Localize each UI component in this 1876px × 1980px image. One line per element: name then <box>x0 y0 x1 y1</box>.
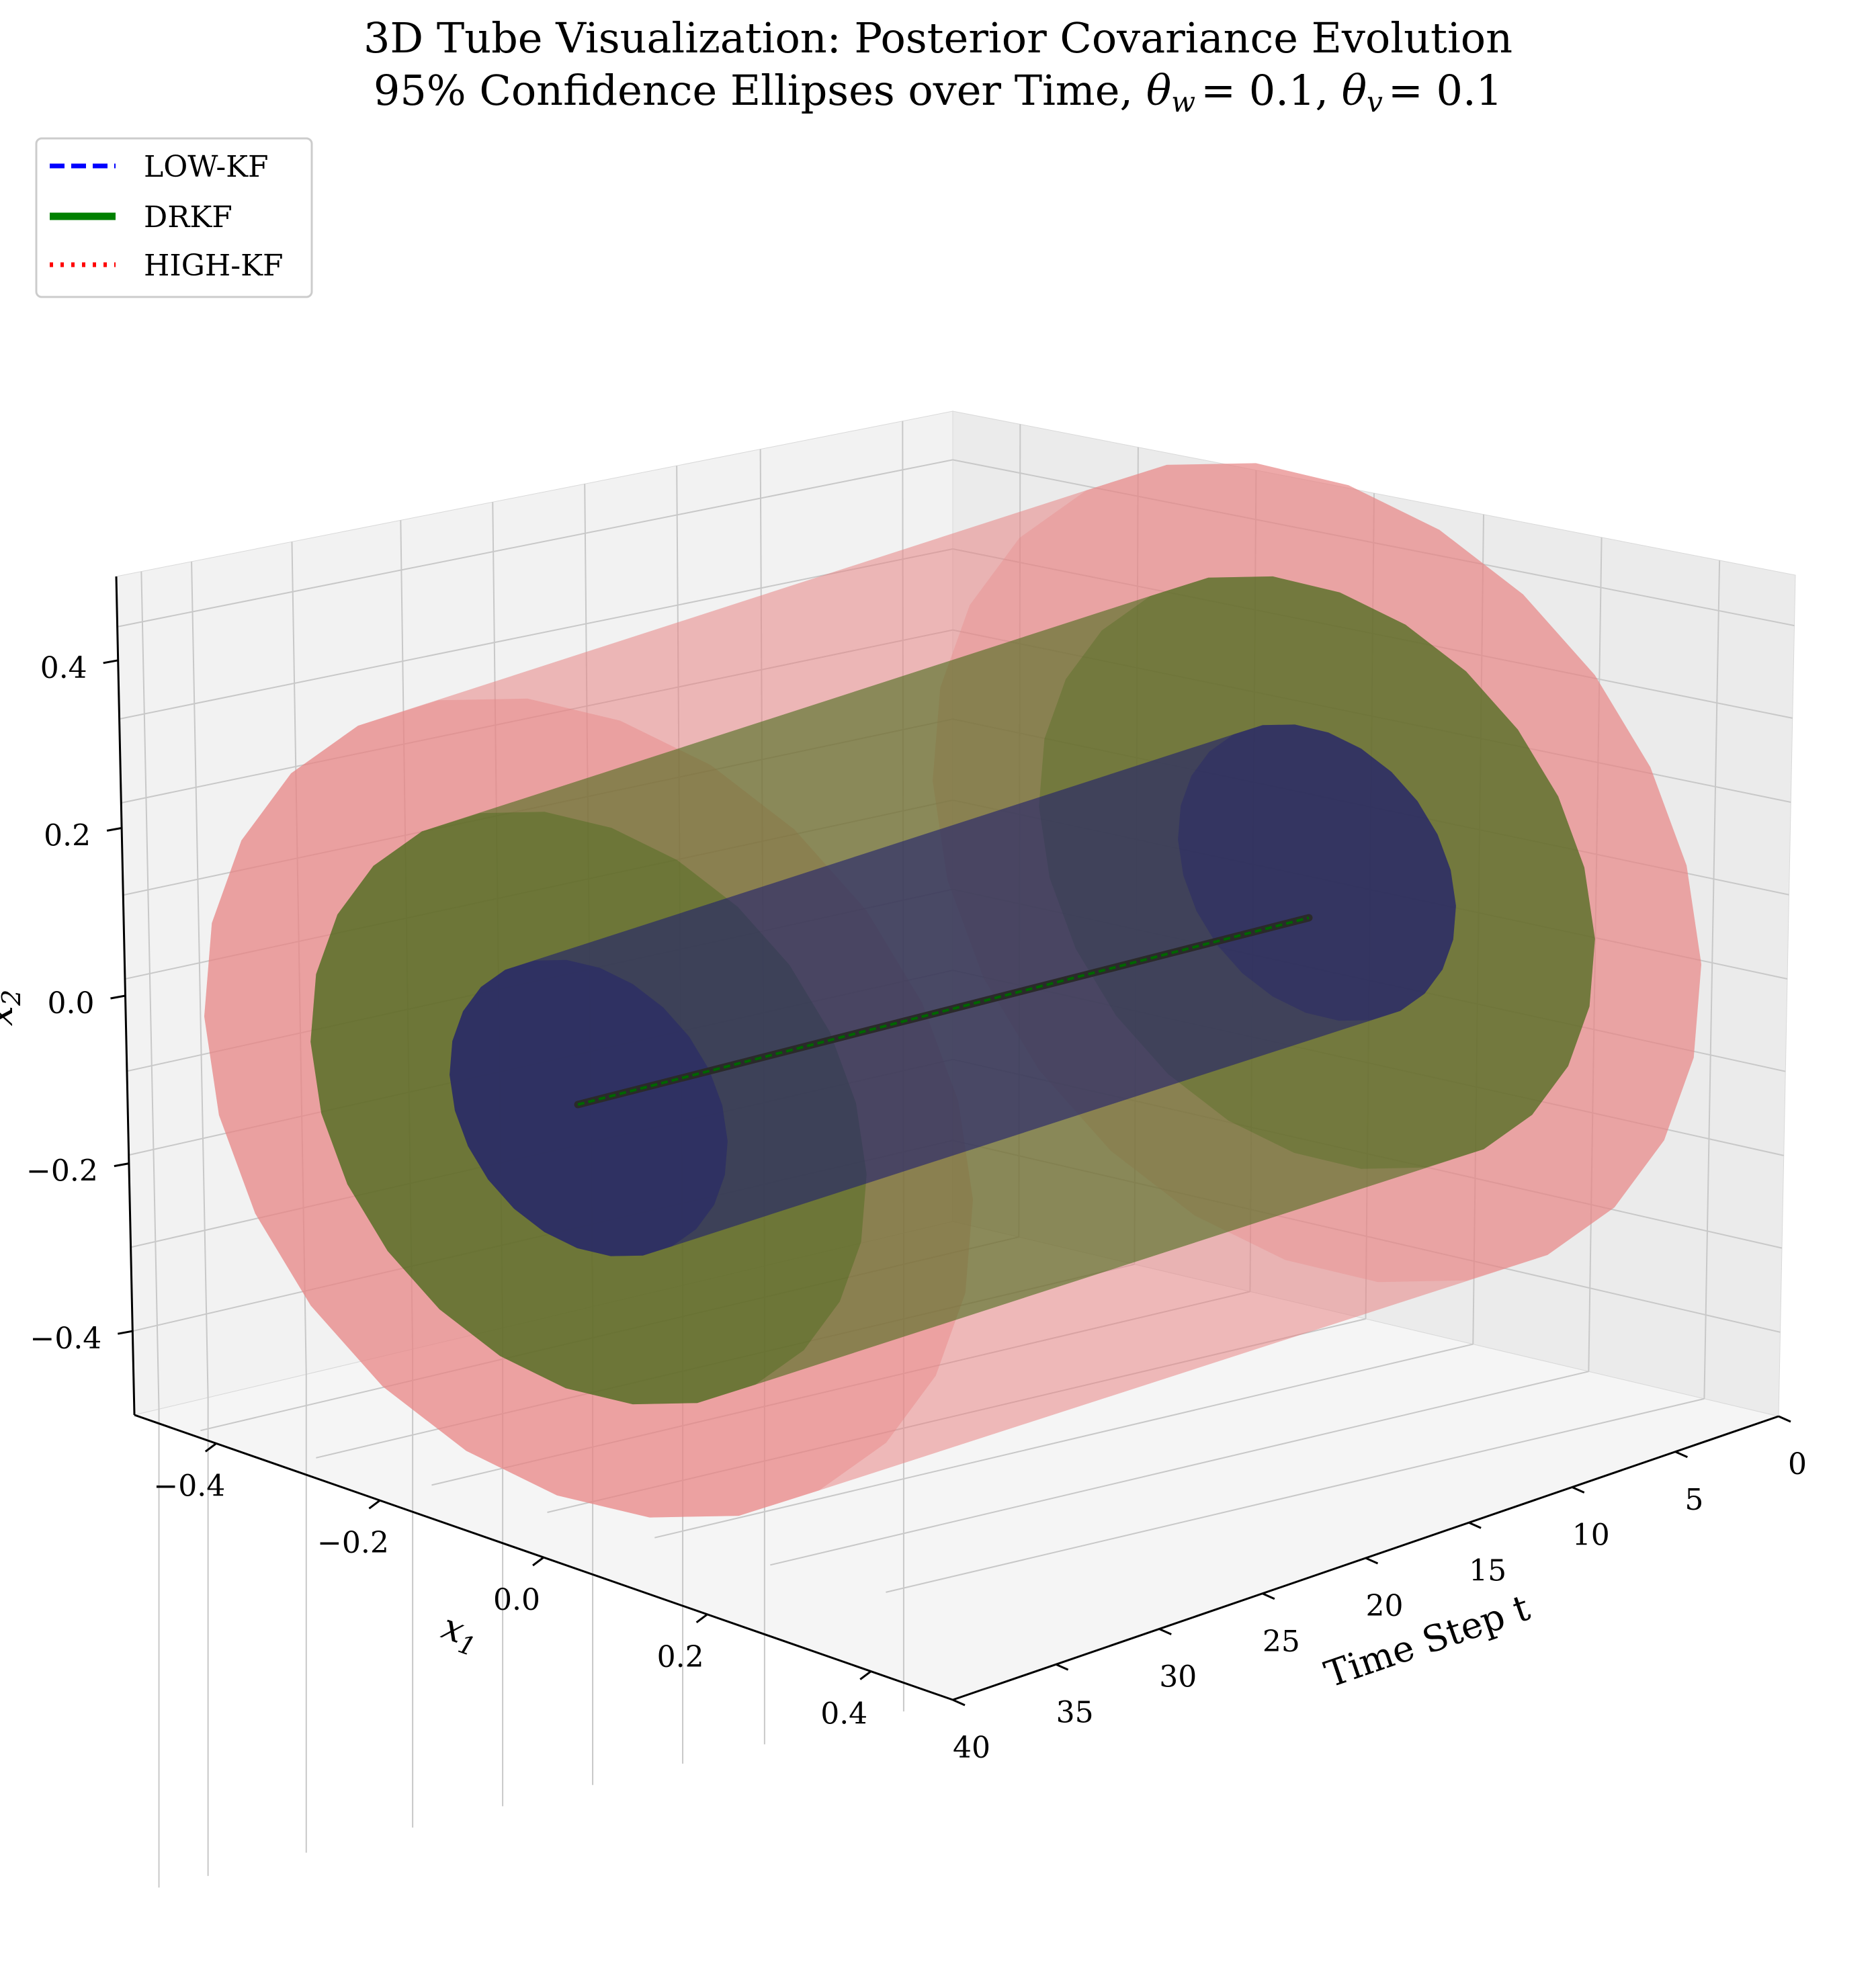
x2-tick-2-label: 0.0 <box>48 986 95 1021</box>
tube-cap-front-low-kf <box>450 959 728 1256</box>
x2-tick-4-label: 0.4 <box>40 651 87 685</box>
legend: LOW-KF DRKF HIGH-KF <box>35 137 313 298</box>
x1-tick-4-label: 0.4 <box>820 1697 867 1731</box>
t-tick-6-label: 30 <box>1159 1660 1197 1694</box>
mean-trajectory <box>574 914 1313 1109</box>
x1-tick-3-label: 0.2 <box>657 1640 704 1674</box>
t-tick-3-label: 15 <box>1469 1553 1506 1588</box>
x1-tick-1-mark <box>368 1499 381 1510</box>
title-theta-v: θ <box>1342 66 1367 115</box>
x1-tick-2-label: 0.0 <box>493 1583 540 1617</box>
x2-tick-0-label: −0.4 <box>30 1322 101 1356</box>
chart-title-line1: 3D Tube Visualization: Posterior Covaria… <box>364 13 1512 62</box>
legend-entry-low-kf: LOW-KF <box>50 150 269 184</box>
t-tick-1-mark <box>1674 1451 1688 1459</box>
axis-label-t: Time Step t <box>1320 1586 1535 1696</box>
x2-tick-0-mark <box>118 1330 133 1335</box>
t-tick-0-mark <box>1778 1415 1791 1423</box>
title-separator: , <box>1315 66 1341 115</box>
legend-label-low-kf: LOW-KF <box>144 150 269 184</box>
legend-label-high-kf: HIGH-KF <box>144 249 284 283</box>
t-tick-4-mark <box>1365 1557 1379 1565</box>
t-tick-5-label: 25 <box>1263 1625 1300 1659</box>
x2-tick-4-mark <box>103 659 118 664</box>
t-tick-2-mark <box>1572 1486 1585 1494</box>
title-theta-w: θ <box>1146 66 1171 115</box>
x2-tick-1-label: −0.2 <box>26 1154 98 1189</box>
x1-tick-3-mark <box>695 1613 708 1624</box>
chart-title-line2: 95% Confidence Ellipses over Time, θw = 0… <box>374 66 1502 118</box>
title-theta-w-sub: w <box>1171 85 1195 118</box>
t-tick-7-mark <box>1056 1663 1069 1671</box>
t-tick-2-label: 10 <box>1572 1518 1610 1553</box>
t-ticks: 0 5 10 15 20 25 30 35 40 <box>952 1415 1807 1765</box>
title-theta-w-value: = 0.1 <box>1201 66 1315 115</box>
t-tick-8-mark <box>952 1698 966 1707</box>
x1-tick-1-label: −0.2 <box>317 1526 389 1560</box>
x2-tick-2-mark <box>110 994 126 1000</box>
x2-ticks: −0.4 −0.2 0.0 0.2 0.4 <box>26 651 133 1356</box>
x1-tick-2-mark <box>532 1556 544 1567</box>
x1-tick-0-mark <box>204 1443 217 1453</box>
t-tick-1-label: 5 <box>1685 1483 1703 1517</box>
axis-label-x1: x1 <box>435 1605 485 1662</box>
t-tick-8-label: 40 <box>953 1731 990 1765</box>
t-tick-0-label: 0 <box>1788 1447 1807 1481</box>
x2-tick-3-mark <box>106 826 122 832</box>
legend-box <box>35 137 313 298</box>
tube-body-low-kf <box>450 724 1456 1256</box>
t-tick-6-mark <box>1158 1628 1172 1635</box>
x2-tick-3-label: 0.2 <box>44 818 91 853</box>
t-tick-7-label: 35 <box>1056 1695 1094 1729</box>
title-line2-prefix: 95% Confidence Ellipses over Time, <box>374 66 1146 115</box>
t-tick-5-mark <box>1262 1592 1275 1600</box>
axis-label-x2: x2 <box>0 990 26 1027</box>
x1-tick-4-mark <box>859 1670 872 1680</box>
legend-entry-high-kf: HIGH-KF <box>50 249 284 283</box>
x2-tick-1-mark <box>114 1162 130 1168</box>
x1-tick-0-label: −0.4 <box>153 1469 225 1503</box>
t-tick-3-mark <box>1468 1521 1482 1529</box>
title-theta-v-value: = 0.1 <box>1388 66 1502 115</box>
legend-label-drkf: DRKF <box>144 200 232 234</box>
x1-ticks: −0.4 −0.2 0.0 0.2 0.4 <box>153 1443 872 1731</box>
title-theta-v-sub: v <box>1367 85 1383 118</box>
legend-entry-drkf: DRKF <box>50 200 232 234</box>
tubes <box>204 463 1701 1518</box>
t-tick-4-label: 20 <box>1366 1589 1404 1623</box>
